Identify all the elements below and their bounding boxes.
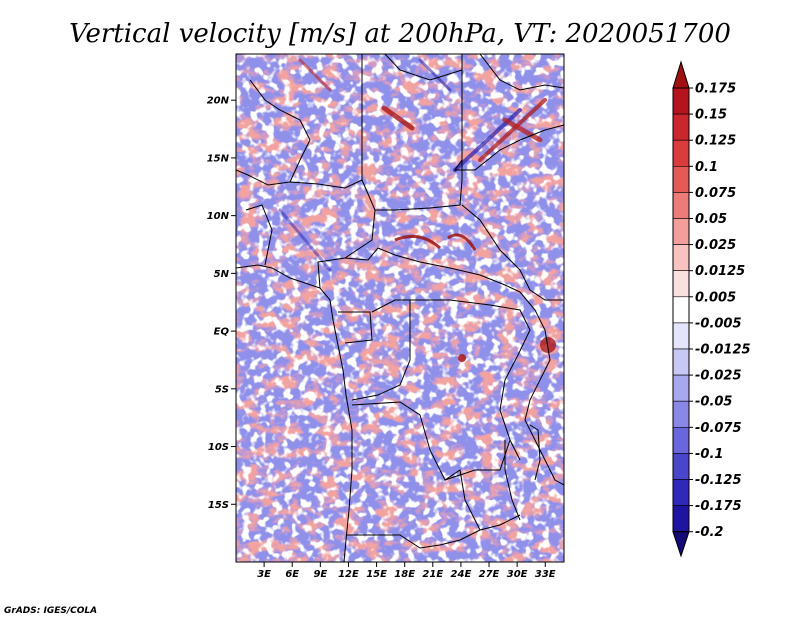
colorbar-swatch <box>672 505 690 533</box>
border-line <box>245 204 273 266</box>
colorbar-swatch <box>672 139 690 167</box>
y-tick-label: 15S <box>208 500 229 511</box>
colorbar-label: -0.05 <box>695 395 732 410</box>
x-axis: 3E 6E 9E 12E 15E 18E 21E 24E 27E 30E 33E <box>257 562 556 580</box>
colorbar-label: 0.0125 <box>695 264 745 279</box>
colorbar-label: 0.05 <box>695 212 727 227</box>
colorbar-label: 0.15 <box>695 108 727 123</box>
colorbar-swatch <box>672 192 690 219</box>
border-line <box>344 247 521 293</box>
colorbar-label: 0.005 <box>695 290 736 305</box>
border-line <box>504 440 521 521</box>
plot-frame <box>235 53 565 563</box>
colorbar-label: -0.125 <box>695 473 742 488</box>
colorbar-swatch <box>672 479 690 506</box>
y-tick-label: 10S <box>208 442 229 453</box>
y-tick-label: EQ <box>214 327 230 338</box>
x-tick-label: 9E <box>313 569 327 580</box>
x-tick-label: 27E <box>479 569 500 580</box>
colorbar-swatch <box>672 270 690 298</box>
colorbar-label: 0.025 <box>695 238 736 253</box>
colorbar-swatch <box>672 348 690 376</box>
y-axis: 20N 15N 10N 5N EQ 5S 10S 15S <box>207 96 236 511</box>
colorbar-swatch <box>672 296 690 324</box>
colorbar-label: 0.175 <box>695 82 736 97</box>
colorbar-swatch <box>672 218 690 245</box>
border-line <box>454 54 564 171</box>
y-tick-label: 5N <box>214 269 230 280</box>
colorbar-label: 0.075 <box>695 186 736 201</box>
y-tick-label: 10N <box>207 211 230 222</box>
x-tick-label: 15E <box>366 569 387 580</box>
x-tick-label: 12E <box>338 569 359 580</box>
border-line <box>338 311 373 344</box>
border-line <box>249 79 311 183</box>
updraft-streak <box>381 105 415 131</box>
coastline <box>236 264 353 562</box>
border-line <box>346 514 521 549</box>
colorbar-swatch <box>672 426 690 454</box>
colorbar-swatch <box>672 166 690 193</box>
colorbar-swatch <box>672 374 690 402</box>
colorbar-label: -0.2 <box>695 525 723 540</box>
y-tick-label: 15N <box>207 153 230 164</box>
colorbar-swatch <box>672 60 690 89</box>
colorbar-swatch <box>672 87 690 115</box>
border-line <box>461 204 564 301</box>
colorbar-swatch <box>672 453 690 480</box>
convective-cell <box>458 354 466 362</box>
chart-title: Vertical velocity [m/s] at 200hPa, VT: 2… <box>69 19 731 49</box>
updraft-streaks <box>278 58 556 362</box>
border-line <box>529 424 541 481</box>
border-line <box>351 299 411 401</box>
border-line <box>479 54 564 91</box>
colorbar-label: -0.0125 <box>695 343 751 358</box>
updraft-streak <box>298 58 332 92</box>
colorbar-label: 0.1 <box>695 160 718 175</box>
y-tick-label: 5S <box>215 384 229 395</box>
updraft-streak <box>447 233 477 251</box>
colorbar-label: -0.075 <box>695 421 742 436</box>
updraft-streak <box>502 117 543 143</box>
updraft-streak <box>418 58 452 92</box>
x-tick-label: 24E <box>451 569 472 580</box>
x-tick-label: 21E <box>422 569 443 580</box>
colorbar-swatch <box>672 244 690 272</box>
country-borders <box>236 54 564 562</box>
border-line <box>375 160 463 211</box>
colorbar-label: -0.005 <box>695 316 742 331</box>
border-line <box>519 291 564 486</box>
border-line <box>384 54 463 81</box>
map-field <box>236 54 564 562</box>
colorbar-swatch <box>672 400 690 428</box>
colorbar-frame <box>672 87 690 533</box>
border-line <box>317 54 376 289</box>
grads-credit: GrADS: IGES/COLA <box>4 606 97 616</box>
y-tick-label: 20N <box>207 96 230 107</box>
x-tick-label: 6E <box>285 569 299 580</box>
colorbar-label: 0.125 <box>695 134 736 149</box>
colorbar-swatch <box>672 531 690 558</box>
colorbar-swatch <box>672 322 690 350</box>
updraft-streak <box>394 234 442 250</box>
updraft-streak <box>478 98 547 162</box>
border-line <box>351 401 481 531</box>
border-line <box>410 299 531 461</box>
colorbar-label: -0.025 <box>695 369 742 384</box>
colorbar-label: -0.175 <box>695 499 742 514</box>
colorbar-label: -0.1 <box>695 447 723 462</box>
colorbar-swatch <box>672 113 690 141</box>
x-tick-label: 18E <box>394 569 415 580</box>
colorbar: 0.175 0.15 0.125 0.1 0.075 0.05 0.025 0.0125 0.0… <box>672 60 751 558</box>
updraft-streak <box>278 208 332 272</box>
x-tick-label: 33E <box>535 569 556 580</box>
x-tick-label: 30E <box>507 569 528 580</box>
x-tick-label: 3E <box>257 569 271 580</box>
